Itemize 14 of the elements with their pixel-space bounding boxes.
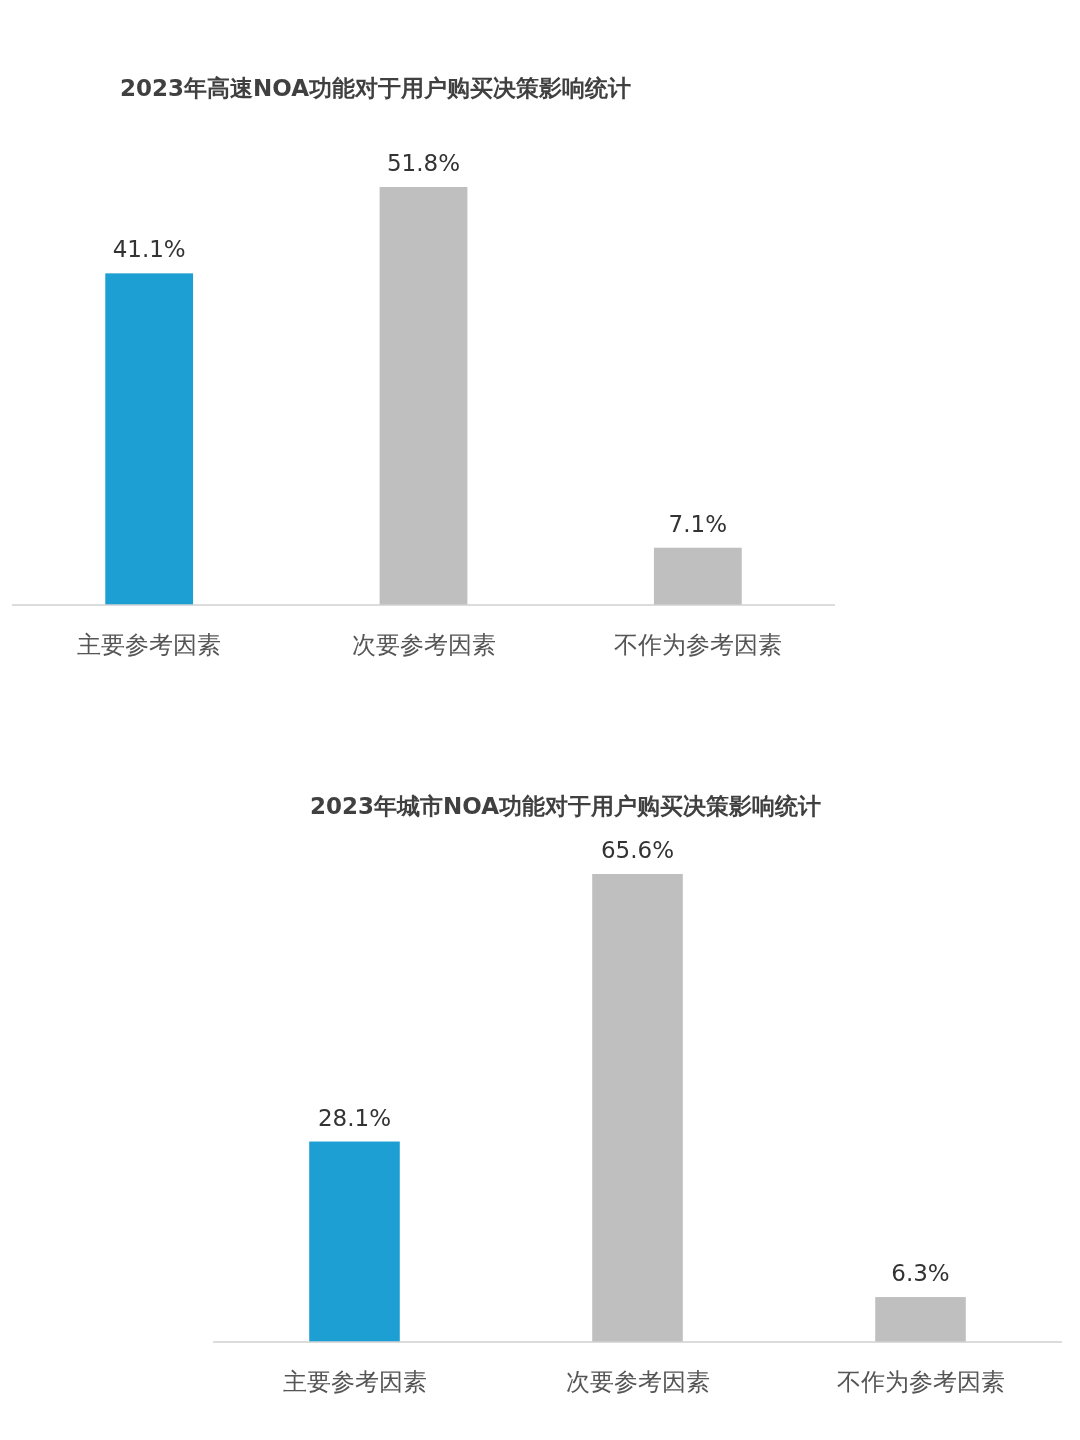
chart-title: 2023年高速NOA功能对于用户购买决策影响统计 (120, 75, 631, 101)
x-tick-label: 次要参考因素 (351, 631, 496, 659)
data-label: 65.6% (600, 837, 675, 863)
x-tick-label: 次要参考因素 (565, 1368, 710, 1396)
data-label: 28.1% (317, 1104, 392, 1131)
x-tick-label: 不作为参考因素 (613, 631, 782, 659)
data-label: 51.8% (386, 150, 461, 176)
data-label: 7.1% (668, 510, 728, 537)
x-tick-label: 不作为参考因素 (836, 1368, 1005, 1396)
data-label: 6.3% (891, 1260, 950, 1287)
data-label: 41.1% (112, 236, 186, 263)
x-tick-label: 主要参考因素 (77, 631, 222, 659)
x-tick-label: 主要参考因素 (282, 1368, 427, 1396)
chart-title: 2023年城市NOA功能对于用户购买决策影响统计 (310, 793, 821, 819)
